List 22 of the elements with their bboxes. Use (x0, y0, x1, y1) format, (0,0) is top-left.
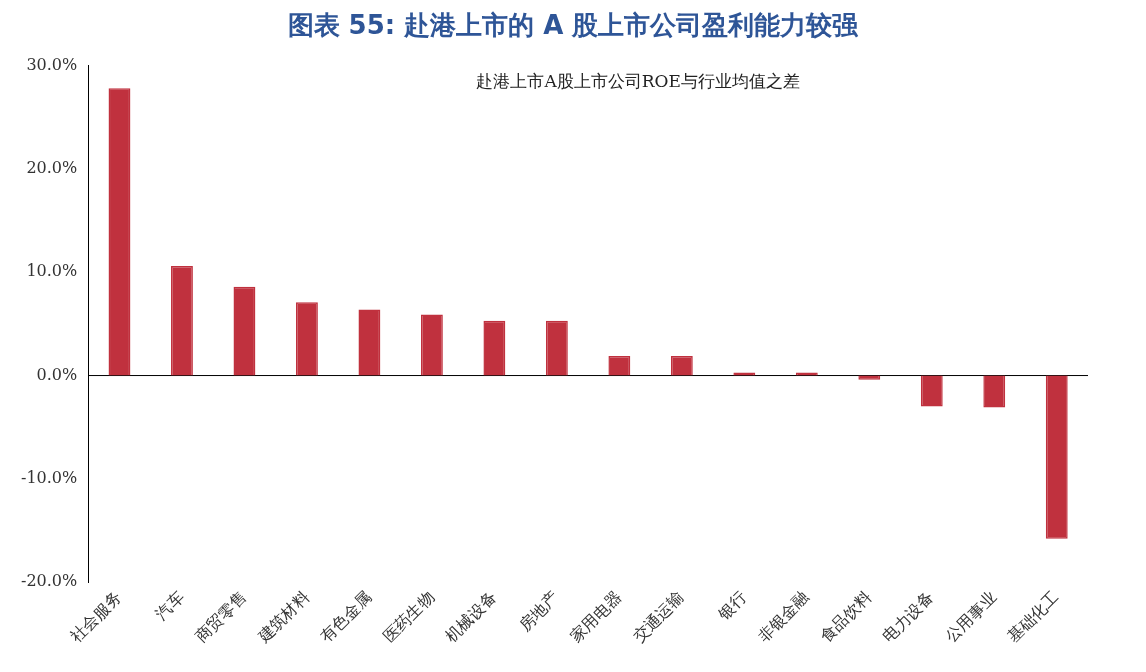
x-tick-label: 电力设备 (878, 587, 938, 646)
y-tick-label: 10.0% (26, 261, 78, 281)
x-tick-label: 有色金属 (316, 587, 376, 646)
x-tick-label: 房地产 (515, 587, 563, 635)
x-tick-label: 基础化工 (1003, 587, 1063, 646)
x-tick-label: 银行 (713, 587, 751, 625)
x-tick-label: 交通运输 (628, 587, 688, 646)
x-tick-label: 医药生物 (378, 587, 438, 646)
x-tick-label: 建筑材料 (253, 587, 313, 647)
y-tick-label: -10.0% (21, 468, 78, 488)
y-tick-label: 30.0% (26, 54, 78, 74)
x-tick-label: 商贸零售 (191, 587, 251, 646)
x-tick-label: 非银金融 (753, 587, 813, 646)
y-tick-label: 20.0% (26, 158, 78, 178)
x-tick-label: 食品饮料 (816, 587, 876, 646)
x-tick-label: 机械设备 (441, 587, 501, 646)
chart-title: 图表 55: 赴港上市的 A 股上市公司盈利能力较强 (286, 9, 860, 42)
x-tick-label: 公用事业 (941, 587, 1001, 646)
y-tick-label: 0.0% (36, 364, 78, 384)
x-tick-label: 汽车 (151, 587, 188, 624)
x-tick-label: 家用电器 (566, 587, 626, 646)
chart-subtitle: 赴港上市A股上市公司ROE与行业均值之差 (476, 70, 800, 91)
